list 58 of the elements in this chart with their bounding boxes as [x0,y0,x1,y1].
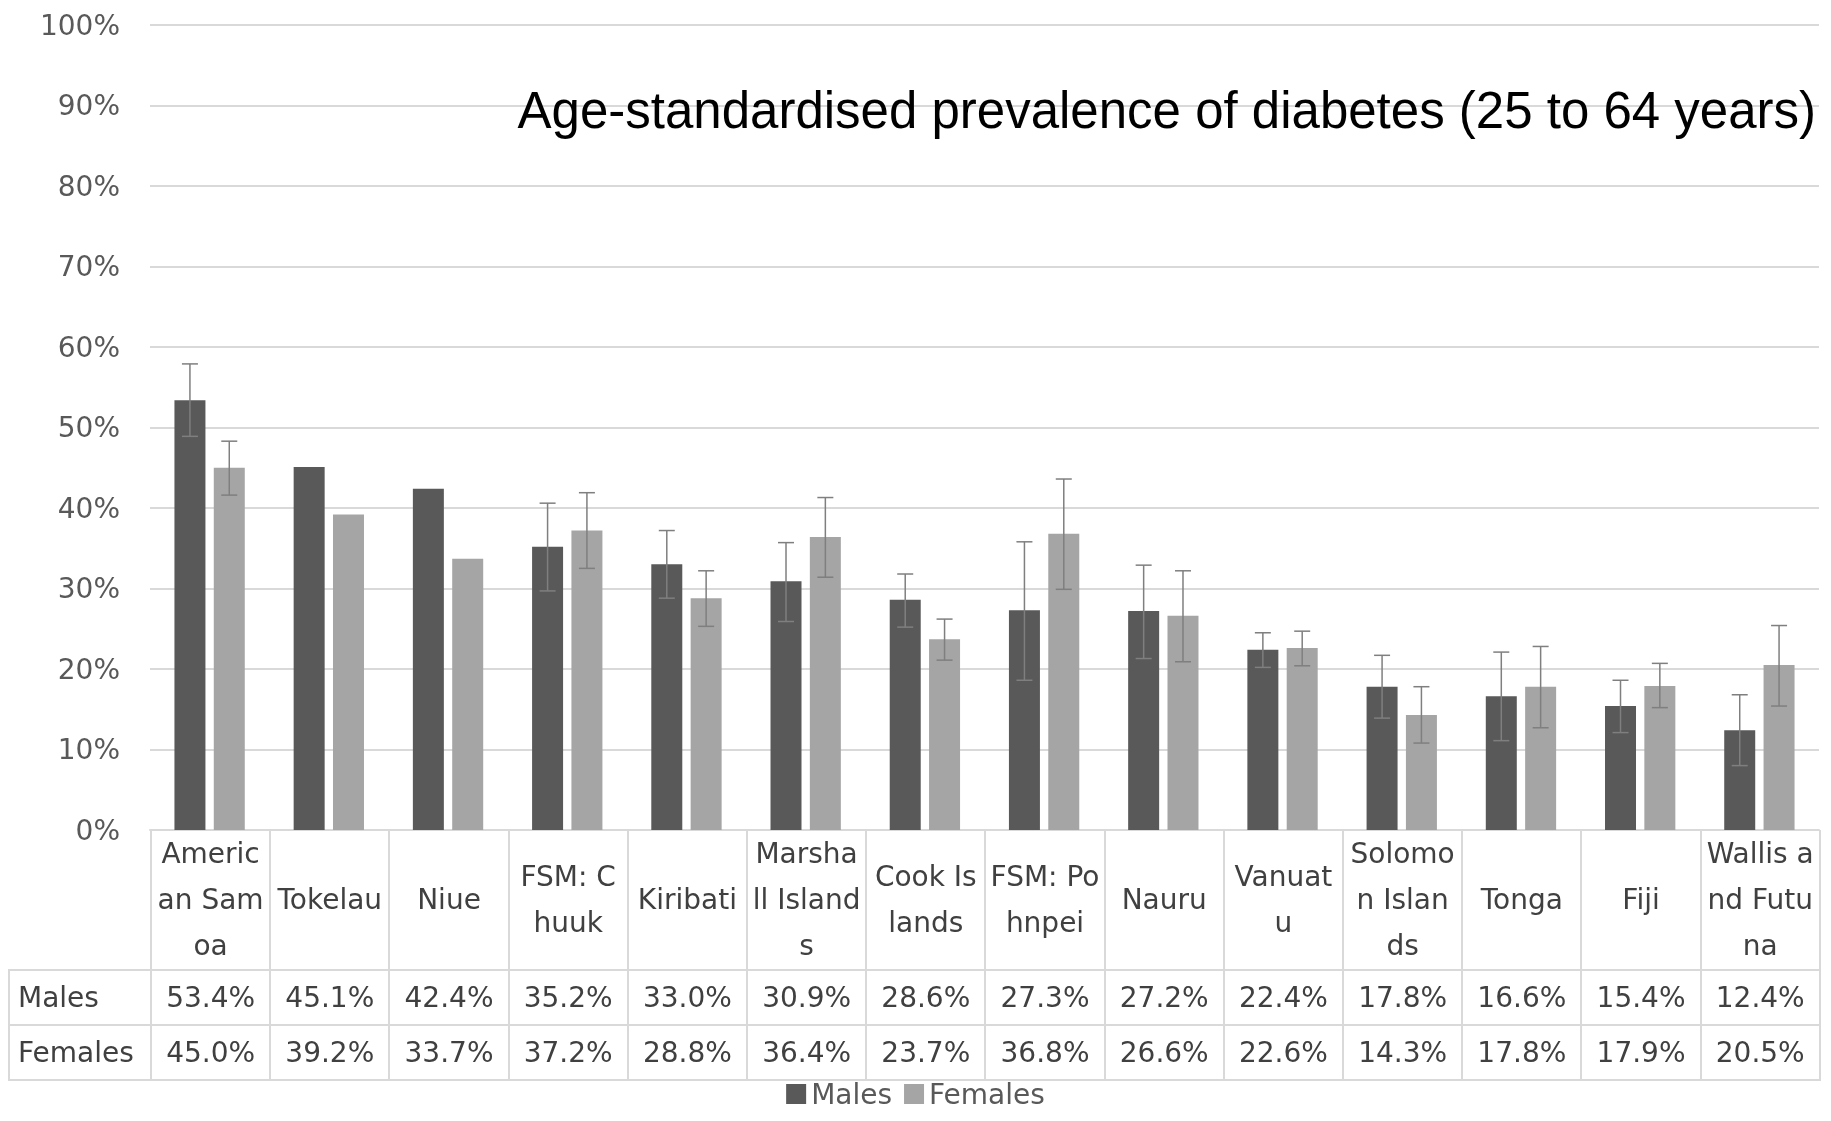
data-label: 22.4% [1223,970,1344,1025]
data-label: 17.8% [1343,970,1463,1025]
y-tick-label: 80% [57,169,120,203]
x-tick-label: Nauru [1104,830,1224,970]
legend-label: Females [929,1077,1045,1111]
data-label: 23.7% [881,1036,971,1069]
text: Females [18,1036,134,1069]
y-tick-label: 100% [39,8,120,42]
data-label: 39.2% [270,1025,390,1080]
x-tick-label: Tokelau [270,830,390,970]
data-label: 36.4% [762,1036,852,1069]
y-tick-label: 0% [75,813,120,847]
data-label: 16.6% [1462,970,1582,1025]
y-tick-label: 20% [57,652,120,686]
data-label: 20.5% [1700,1025,1820,1080]
x-tick-label: FSM: Pohnpei [985,830,1105,970]
x-tick-label: American Samoa [151,830,271,970]
data-label: 36.8% [1000,1036,1090,1069]
data-label: 14.3% [1343,1025,1463,1080]
data-label: 35.2% [508,970,628,1025]
data-label: 28.6% [866,970,986,1025]
data-label: 12.4% [1700,970,1820,1025]
y-tick-label: 30% [57,572,120,605]
y-tick-label: 60% [57,330,120,364]
legend-label: Males [811,1077,893,1111]
data-label: 37.2% [508,1025,628,1080]
data-label: 15.4% [1581,970,1701,1025]
data-label: 45.0% [151,1025,271,1080]
y-tick-label: 40% [57,491,120,525]
data-label: 28.8% [627,1025,748,1080]
y-tick-label: 10% [57,733,120,766]
data-label: 42.4% [389,970,509,1025]
x-tick-label: Vanuatu [1223,830,1344,970]
data-label: 30.9% [747,970,867,1025]
text: Age-standardised prevalence of diabetes (25 to 64 years) [517,82,1817,139]
data-label: 33.0% [627,970,748,1025]
data-label: 27.3% [985,970,1105,1025]
x-tick-label: Solomon Islands [1343,830,1463,970]
x-tick-label: Fiji [1581,830,1701,970]
x-tick-label: Niue [389,830,509,970]
x-tick-label: Marshall Islands [747,830,867,970]
data-label: 53.4% [151,970,271,1025]
x-tick-label: Kiribati [627,830,748,970]
y-tick-label: 50% [57,411,120,444]
x-tick-label: Tonga [1462,830,1582,970]
data-label: 22.6% [1223,1025,1344,1080]
x-tick-label: Cook Islands [866,830,986,970]
data-label: 17.8% [1462,1025,1582,1080]
data-label: 27.2% [1104,970,1224,1025]
y-tick-label: 70% [57,250,120,283]
data-label: 33.7% [389,1025,509,1080]
data-label: 26.6% [1104,1025,1224,1080]
x-tick-label: FSM: Chuuk [508,830,628,970]
data-label: 17.9% [1581,1025,1701,1080]
x-tick-label: Wallis and Futuna [1700,830,1820,970]
data-label: 45.1% [270,970,390,1025]
y-tick-label: 90% [57,89,120,122]
text: Males [18,981,99,1014]
